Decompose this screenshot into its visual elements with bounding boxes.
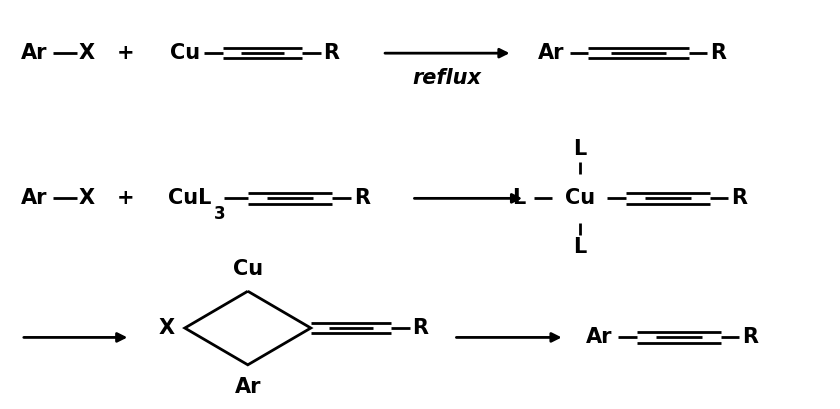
Text: Ar: Ar bbox=[234, 377, 261, 397]
Text: L: L bbox=[512, 189, 525, 208]
Text: R: R bbox=[354, 189, 370, 208]
Text: L: L bbox=[573, 238, 586, 257]
Text: R: R bbox=[742, 328, 758, 347]
Text: Cu: Cu bbox=[564, 189, 595, 208]
Text: R: R bbox=[710, 43, 726, 63]
Text: Cu: Cu bbox=[233, 259, 263, 279]
Text: R: R bbox=[323, 43, 339, 63]
Text: +: + bbox=[118, 189, 134, 208]
Text: L: L bbox=[573, 139, 586, 159]
Text: +: + bbox=[118, 43, 134, 63]
Text: Ar: Ar bbox=[21, 43, 48, 63]
Text: Ar: Ar bbox=[21, 189, 48, 208]
Text: Ar: Ar bbox=[538, 43, 564, 63]
Text: X: X bbox=[79, 43, 95, 63]
Text: X: X bbox=[79, 189, 95, 208]
Text: 3: 3 bbox=[214, 205, 226, 223]
Text: reflux: reflux bbox=[412, 68, 481, 88]
Text: R: R bbox=[731, 189, 747, 208]
Text: Ar: Ar bbox=[586, 328, 613, 347]
Text: R: R bbox=[412, 318, 428, 338]
Text: X: X bbox=[159, 318, 175, 338]
Text: Cu: Cu bbox=[170, 43, 200, 63]
Text: CuL: CuL bbox=[168, 189, 212, 208]
